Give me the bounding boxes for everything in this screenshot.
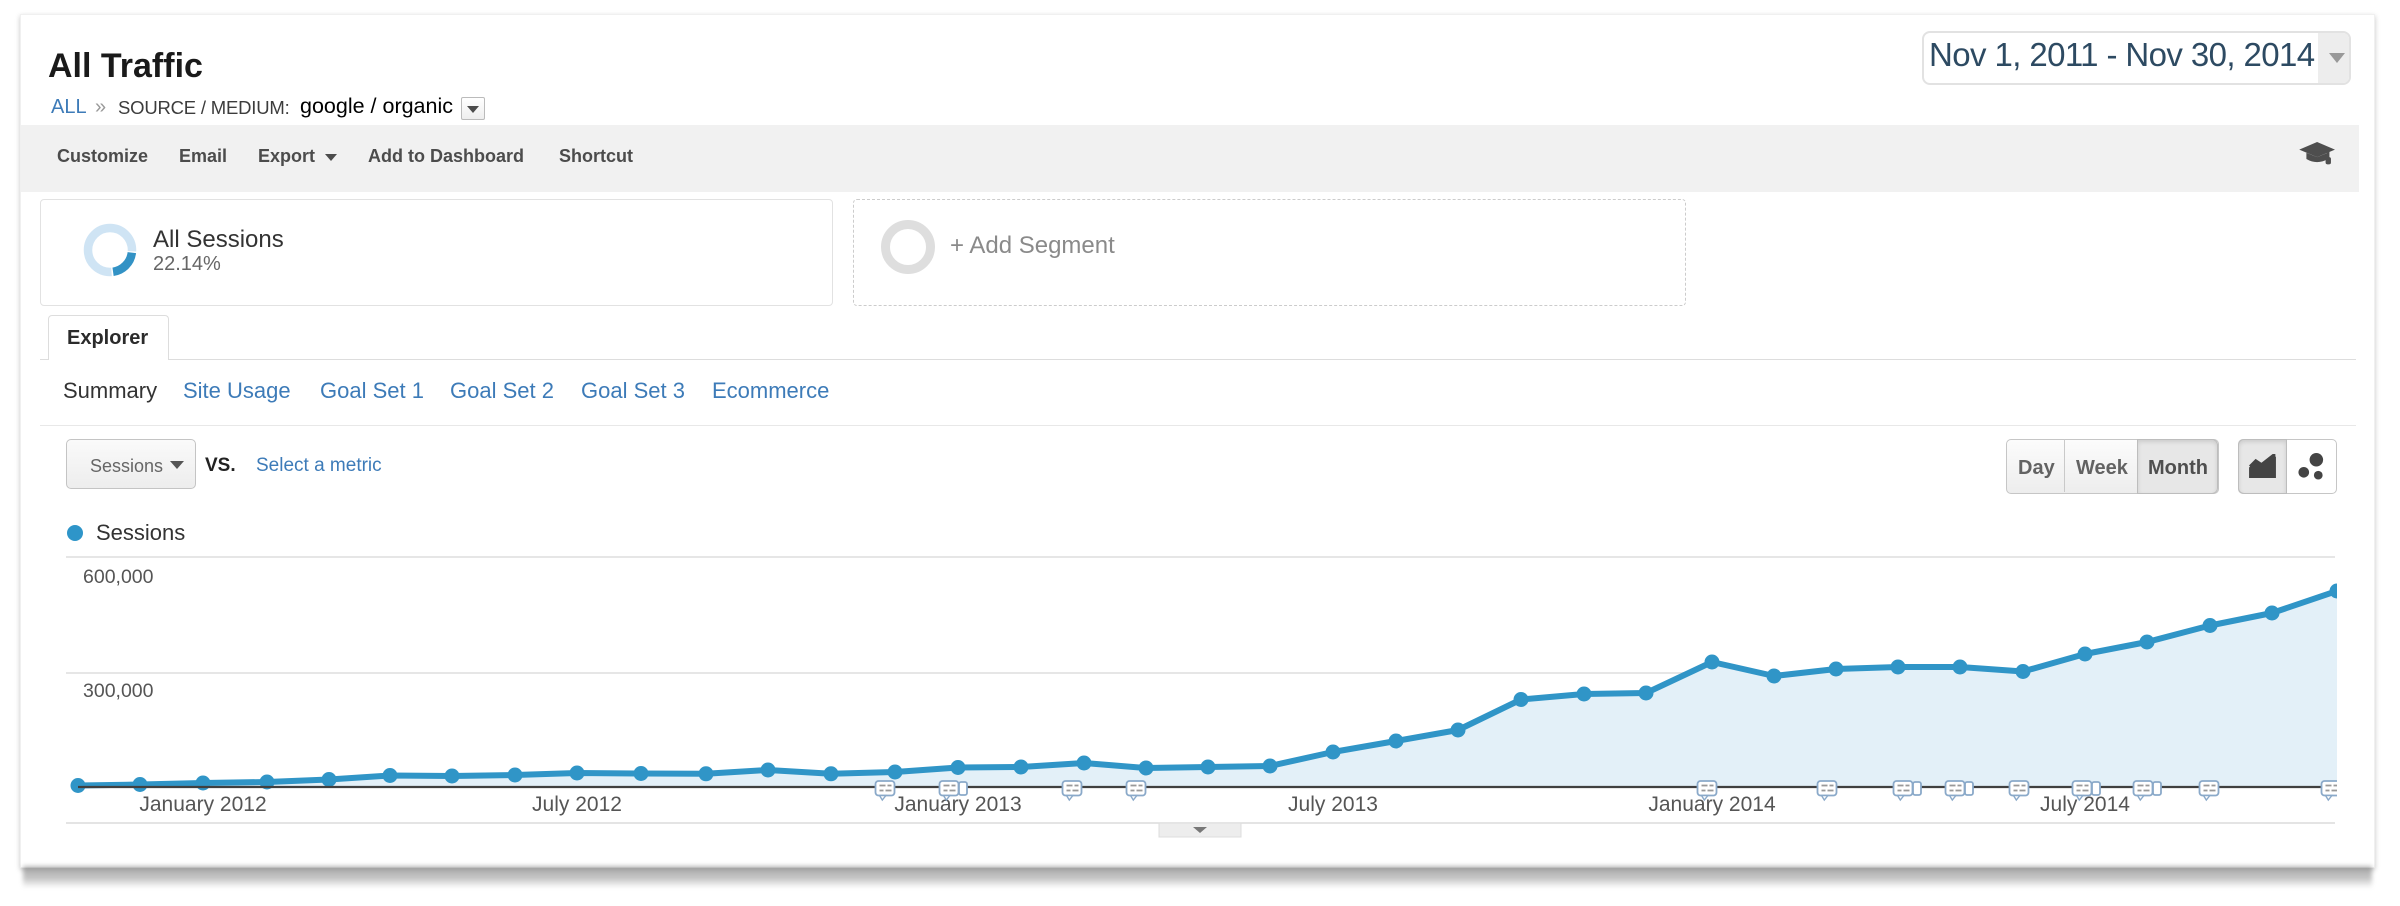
svg-text:January 2012: January 2012: [139, 793, 266, 816]
svg-text:300,000: 300,000: [83, 680, 154, 702]
svg-text:July 2012: July 2012: [532, 793, 622, 816]
svg-text:January 2014: January 2014: [1648, 793, 1776, 816]
svg-text:July 2013: July 2013: [1288, 793, 1378, 816]
svg-text:600,000: 600,000: [83, 566, 154, 588]
svg-text:July 2014: July 2014: [2040, 793, 2130, 816]
svg-text:January 2013: January 2013: [894, 793, 1021, 816]
